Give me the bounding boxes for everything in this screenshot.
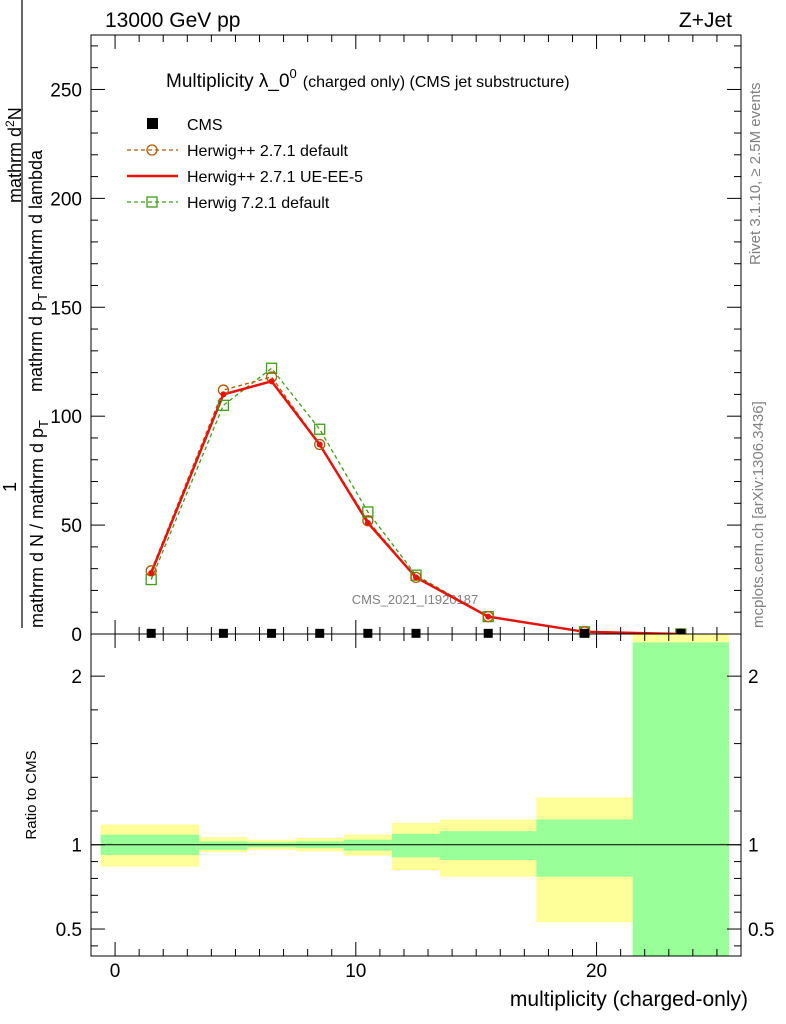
y-axis-label: mathrm d N / mathrm d pT 1 mathrm d pTma… (0, 0, 51, 628)
y-label-part3-main: mathrm d p (26, 301, 46, 392)
main-ytick-label-3: 150 (50, 298, 82, 319)
main-ytick-label-0: 0 (71, 625, 82, 646)
legend-label-herwig-ueee5: Herwig++ 2.7.1 UE-EE-5 (187, 169, 363, 186)
series-0-point-5 (410, 571, 422, 584)
main-ytick-label-4: 200 (50, 189, 82, 210)
cms-point-2 (267, 628, 277, 638)
ratio-y-axis-label: Ratio to CMS (23, 750, 40, 839)
series-0-point-6 (482, 610, 494, 623)
ratio-band-green-1 (199, 841, 248, 850)
legend-label-cms: CMS (187, 117, 223, 134)
cms-point-6 (483, 628, 493, 638)
series-1-point-6 (485, 613, 492, 620)
series-0-point-3 (314, 438, 326, 451)
ratio-band-green-6 (440, 831, 537, 860)
x-ticks (90, 35, 742, 956)
series-1-point-4 (364, 519, 371, 526)
y-label-part3-rest: mathrm d lambda (26, 149, 46, 290)
legend-label-herwig-default: Herwig++ 2.7.1 default (187, 143, 349, 160)
xtick-label-0: 0 (110, 961, 121, 982)
cms-point-3 (315, 628, 325, 638)
series-1-point-0 (148, 570, 155, 577)
series-2-point-3 (314, 423, 326, 435)
watermark: CMS_2021_I1920187 (352, 592, 479, 607)
main-ticks (91, 45, 741, 635)
y-axis-label-part2: mathrm d2N (3, 107, 25, 203)
cms-point-7 (580, 628, 590, 638)
series-2-point-2 (265, 362, 278, 374)
y-axis-label-den: mathrm d N / mathrm d pT (27, 420, 51, 628)
side-text-bottom: mcplots.cern.ch [arXiv:1306.3436] (750, 401, 767, 628)
cms-point-0 (146, 628, 156, 638)
ratio-ytick-label-left-2: 2 (71, 667, 82, 688)
ratio-ytick-label-left-0: 0.5 (56, 920, 82, 941)
main-ytick-label-1: 50 (61, 516, 82, 537)
y-axis-label-num: 1 (0, 482, 20, 492)
series-1-point-2 (268, 378, 275, 385)
ratio-band-green-7 (536, 819, 633, 877)
header-left: 13000 GeV pp (105, 9, 240, 32)
series-markers (145, 362, 687, 640)
y-label-den-main: mathrm d N / mathrm d p (27, 428, 47, 628)
ratio-ytick-labels: 0.5 0.5 1 1 2 2 (56, 667, 775, 941)
cms-point-4 (363, 628, 373, 638)
xtick-labels: 0 10 20 (110, 961, 607, 982)
ratio-panel: 0.5 0.5 1 1 2 2 0 10 20 Ratio to CMS multiplici… (23, 35, 774, 1011)
y-label-part2-sup: 2 (3, 120, 17, 127)
legend-marker-herwig-default (146, 144, 158, 156)
y-label-den-sub: T (36, 420, 51, 428)
chart-title-main: Multiplicity λ_0 (166, 71, 290, 92)
series-2-point-4 (362, 506, 374, 518)
main-ytick-label-2: 100 (50, 407, 82, 428)
ratio-ticks (91, 675, 741, 947)
series-1-point-5 (413, 574, 419, 581)
side-text-top: Rivet 3.1.10, ≥ 2.5M events (747, 83, 764, 266)
ratio-band-green-8 (632, 642, 729, 956)
series-2-point-1 (217, 399, 230, 411)
cms-point-8 (676, 628, 686, 638)
ratio-ytick-label-right-1: 1 (748, 836, 759, 857)
legend-label-herwig7: Herwig 7.2.1 default (187, 195, 330, 212)
series-line-2 (150, 367, 681, 635)
ratio-ytick-label-right-2: 2 (748, 667, 759, 688)
y-label-part2-rest: N (5, 107, 25, 120)
chart-title-sup: 0 (290, 66, 297, 81)
cms-point-5 (411, 628, 421, 638)
xtick-label-2: 20 (586, 961, 607, 982)
cms-points (146, 628, 686, 638)
xtick-label-1: 10 (345, 961, 366, 982)
chart-title: Multiplicity λ_00 (charged only) (CMS jet… (166, 66, 570, 92)
ratio-bands (100, 634, 729, 956)
legend-marker-herwig7 (146, 196, 158, 208)
y-label-part3-sub: T (35, 293, 50, 301)
series-1-point-3 (316, 441, 323, 448)
main-ytick-label-5: 250 (50, 80, 82, 101)
legend: CMS Herwig++ 2.7.1 default Herwig++ 2.7.… (127, 117, 363, 212)
ratio-frame (90, 633, 742, 957)
main-ytick-labels: 0 50 100 150 200 250 (50, 80, 82, 646)
x-axis-label: multiplicity (charged-only) (510, 988, 748, 1011)
y-label-part2-main: mathrm d (5, 127, 25, 203)
ratio-ytick-label-left-1: 1 (71, 836, 82, 857)
ratio-band-green-5 (391, 833, 441, 858)
y-axis-label-part3: mathrm d pTmathrm d lambda (26, 149, 50, 392)
chart-title-suffix: (charged only) (CMS jet substructure) (303, 74, 570, 91)
series-1-point-1 (220, 391, 227, 398)
ratio-ytick-label-right-0: 0.5 (748, 920, 774, 941)
cms-point-1 (218, 628, 228, 638)
legend-cms-marker (147, 118, 158, 129)
header-right: Z+Jet (679, 9, 732, 32)
